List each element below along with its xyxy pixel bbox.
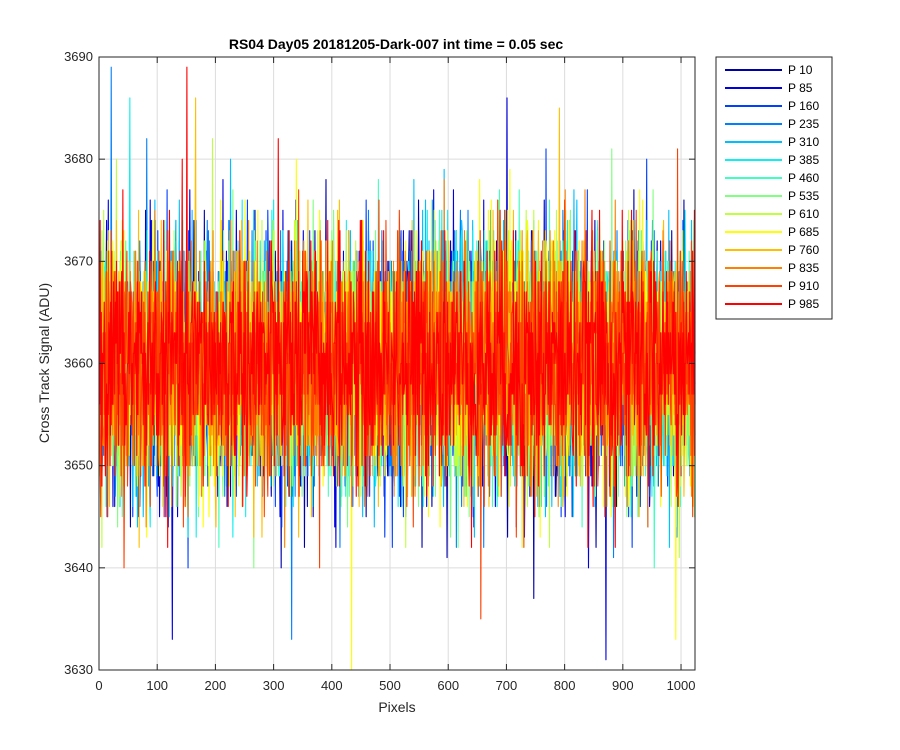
legend-label: P 610 xyxy=(788,207,819,221)
x-tick-label: 200 xyxy=(205,678,227,693)
y-tick-label: 3630 xyxy=(64,662,93,677)
x-tick-label: 0 xyxy=(95,678,102,693)
legend: P 10 P 85 P 160 P 235 P 310 P 385 P 460 P 535 P … xyxy=(715,56,833,320)
y-tick-label: 3640 xyxy=(64,560,93,575)
y-tick-label: 3660 xyxy=(64,356,93,371)
x-tick-label: 600 xyxy=(437,678,459,693)
x-tick-label: 1000 xyxy=(667,678,696,693)
x-axis-label: Pixels xyxy=(378,699,415,715)
y-tick-label: 3690 xyxy=(64,49,93,64)
series-line-p985 xyxy=(99,66,696,548)
y-axis-label: Cross Track Signal (ADU) xyxy=(36,283,52,443)
legend-label: P 385 xyxy=(788,153,819,167)
y-tick-label: 3650 xyxy=(64,458,93,473)
legend-label: P 685 xyxy=(788,225,819,239)
legend-label: P 310 xyxy=(788,135,819,149)
x-tick-label: 400 xyxy=(321,678,343,693)
x-tick-label: 800 xyxy=(554,678,576,693)
legend-label: P 835 xyxy=(788,261,819,275)
legend-label: P 160 xyxy=(788,99,819,113)
x-tick-label: 500 xyxy=(379,678,401,693)
chart-title: RS04 Day05 20181205-Dark-007 int time = … xyxy=(229,36,563,52)
legend-label: P 985 xyxy=(788,297,819,311)
x-tick-label: 900 xyxy=(612,678,634,693)
axis-ticks: 0 100 200 300 400 500 600 700 800 900 1000 3630 3640… xyxy=(64,49,695,693)
legend-box xyxy=(715,56,833,320)
x-tick-label: 100 xyxy=(146,678,168,693)
legend-label: P 760 xyxy=(788,243,819,257)
series-lines xyxy=(99,66,696,671)
legend-label: P 460 xyxy=(788,171,819,185)
legend-label: P 10 xyxy=(788,63,813,77)
y-tick-label: 3680 xyxy=(64,151,93,166)
y-tick-label: 3670 xyxy=(64,253,93,268)
legend-label: P 235 xyxy=(788,117,819,131)
x-tick-label: 700 xyxy=(496,678,518,693)
legend-label: P 85 xyxy=(788,81,813,95)
legend-label: P 910 xyxy=(788,279,819,293)
legend-label: P 535 xyxy=(788,189,819,203)
x-tick-label: 300 xyxy=(263,678,285,693)
